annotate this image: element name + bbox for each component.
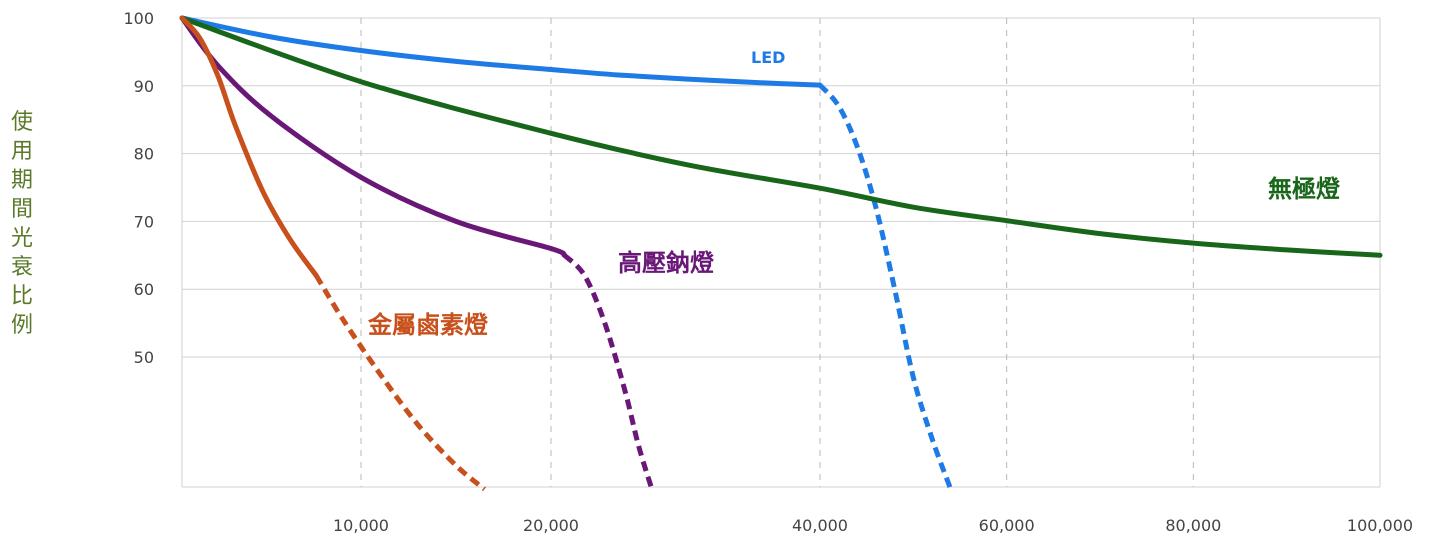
x-tick-label: 80,000	[1165, 516, 1221, 535]
tick-labels: 100 90 80 70 60 50 10,000 20,000 40,000 60,000 80,…	[123, 9, 1413, 535]
series-metal-halide	[179, 15, 487, 492]
y-axis-label: 使用期間光衰比例	[10, 110, 33, 338]
grid	[181, 17, 1381, 488]
series-high-pressure-sodium	[179, 15, 655, 490]
series-label-induction-lamp: 無極燈	[1268, 175, 1341, 203]
series-line-solid	[179, 15, 319, 279]
series-line-solid	[179, 15, 1383, 258]
series-label-metal-halide: 金屬鹵素燈	[367, 311, 489, 339]
series-label-high-pressure-sodium: 高壓鈉燈	[618, 249, 715, 277]
x-tick-label: 100,000	[1347, 516, 1413, 535]
y-tick-label: 70	[134, 212, 154, 231]
y-tick-label: 50	[134, 348, 154, 367]
x-tick-label: 60,000	[979, 516, 1035, 535]
series-label-led: LED	[751, 48, 785, 67]
y-tick-label: 100	[123, 9, 154, 28]
series-line-solid	[179, 15, 823, 88]
y-tick-label: 90	[134, 77, 154, 96]
series-line-projected	[314, 274, 487, 492]
x-tick-label: 10,000	[333, 516, 389, 535]
x-tick-label: 20,000	[523, 516, 579, 535]
x-tick-label: 40,000	[792, 516, 848, 535]
series-lines	[179, 15, 1383, 492]
series-line-projected	[818, 83, 954, 491]
series-line-solid	[179, 15, 567, 258]
series-led	[179, 15, 954, 491]
y-tick-label: 80	[134, 145, 154, 164]
series-induction-lamp	[179, 15, 1383, 258]
series-line-projected	[562, 253, 655, 490]
y-tick-label: 60	[134, 280, 154, 299]
